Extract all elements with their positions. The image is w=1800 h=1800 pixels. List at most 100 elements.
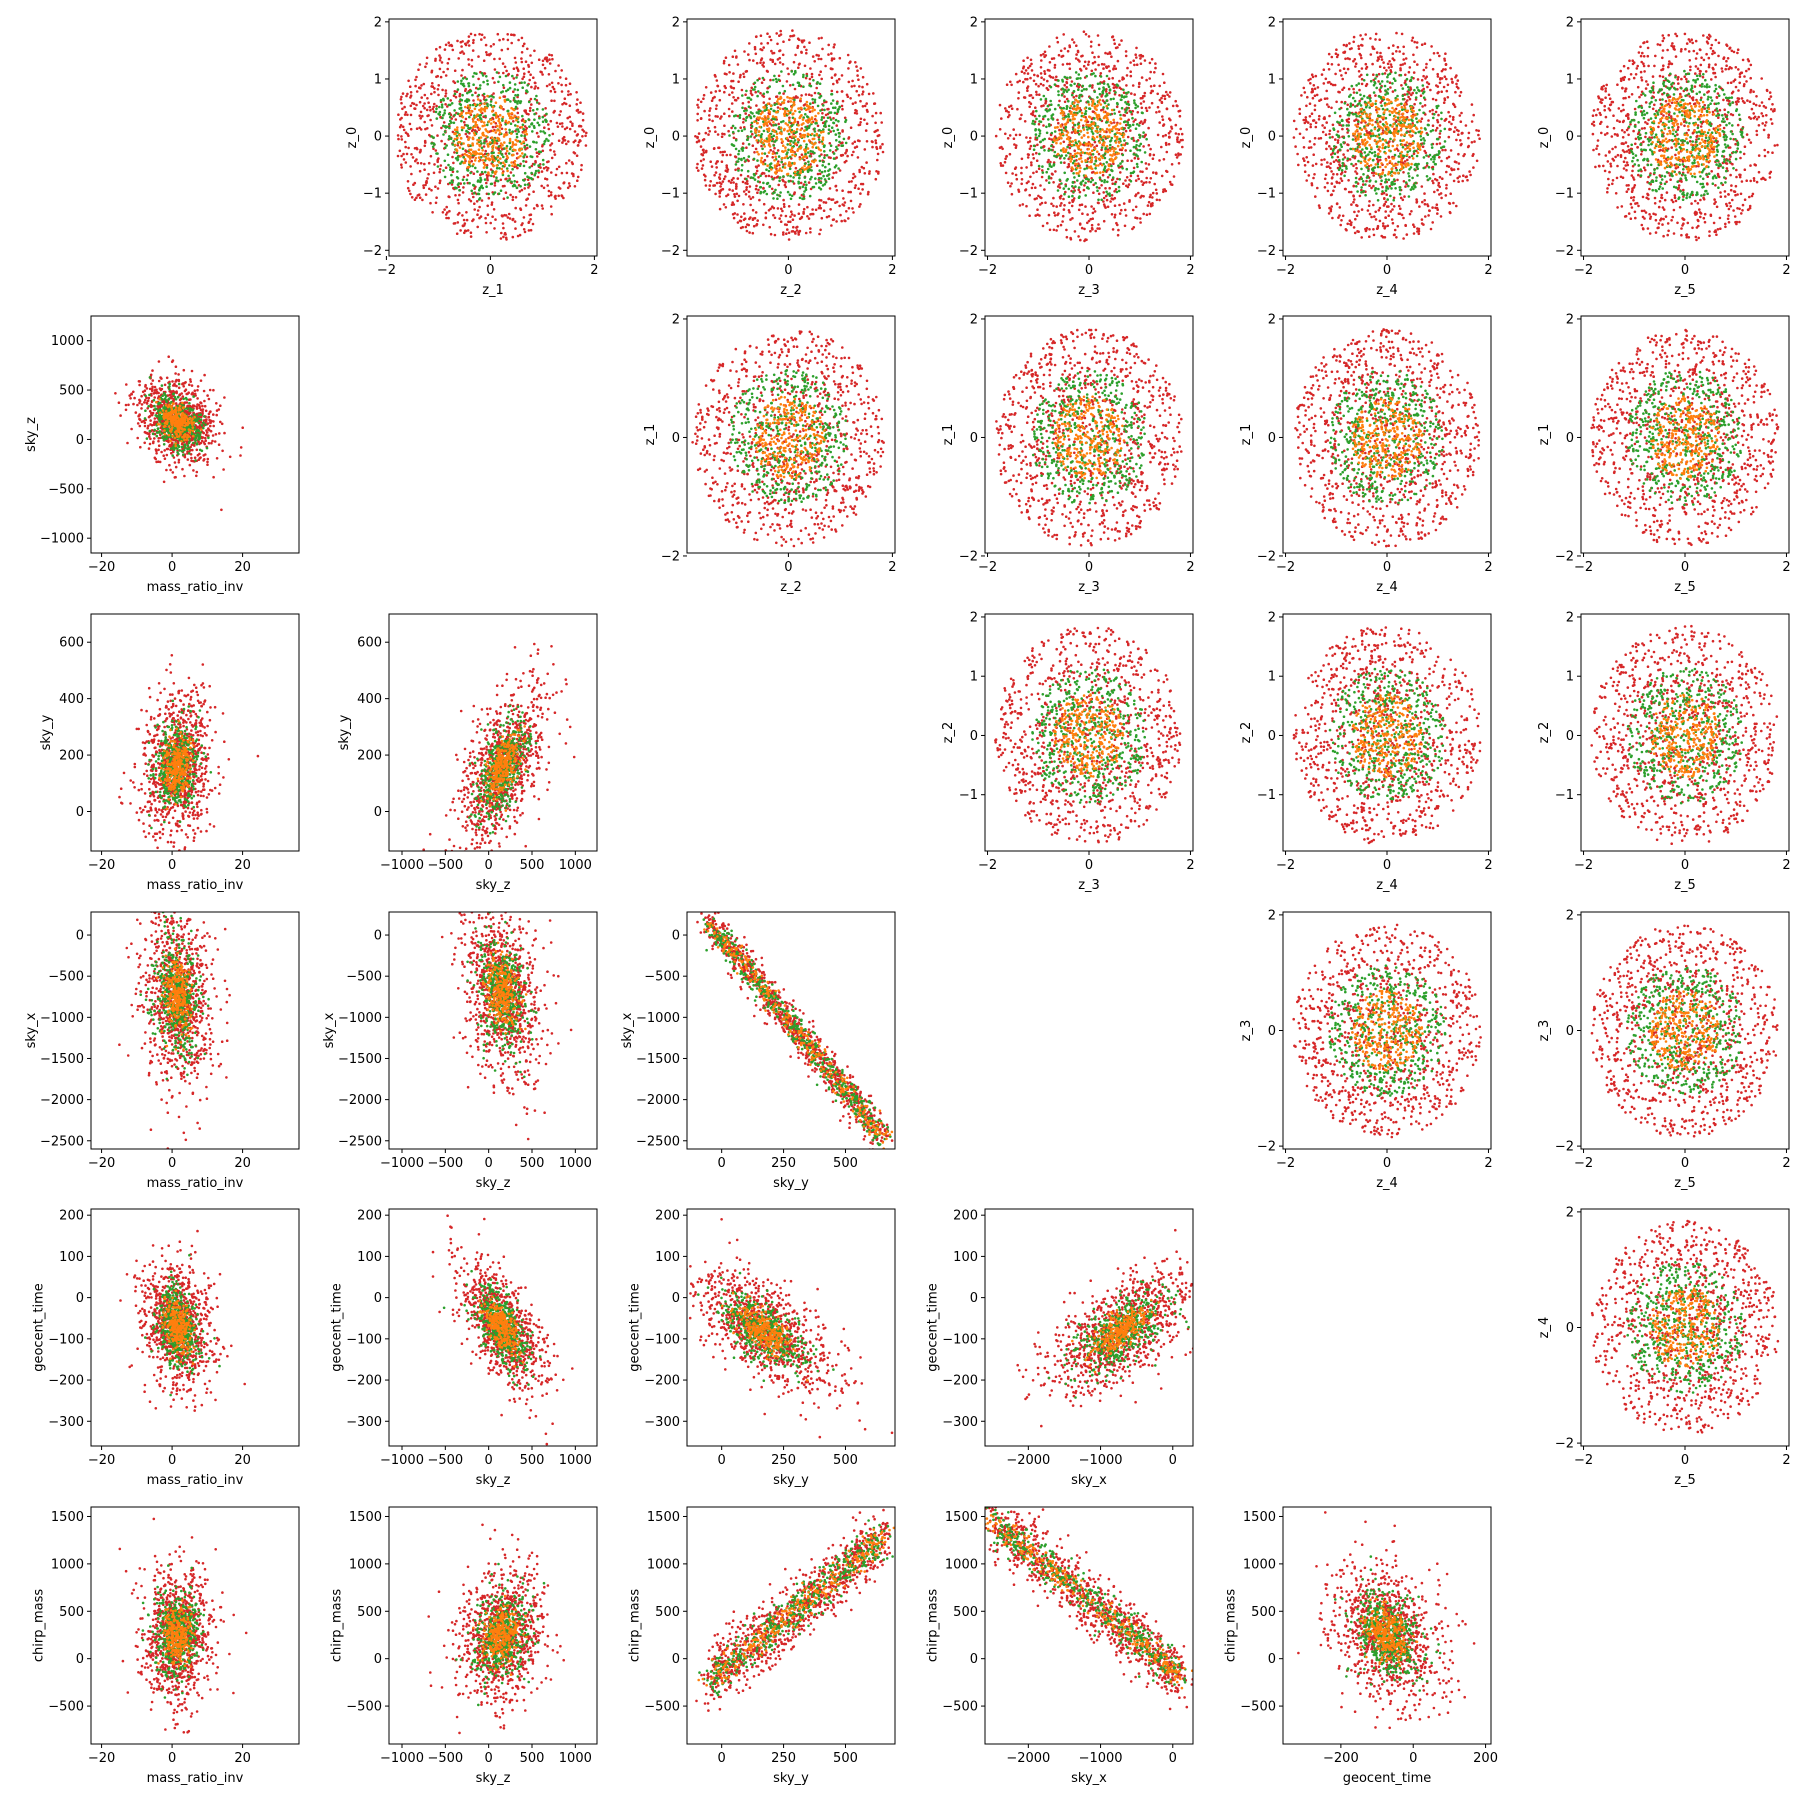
point-red	[1113, 42, 1116, 45]
point-orange	[1093, 137, 1096, 140]
point-orange	[1108, 131, 1112, 134]
y-tick-label: 1	[970, 72, 978, 87]
point-green	[1058, 178, 1062, 182]
point-green	[498, 167, 501, 170]
point-red	[517, 38, 520, 42]
point-orange	[523, 131, 526, 134]
point-green	[1047, 123, 1051, 126]
point-red	[816, 172, 820, 176]
point-green	[820, 170, 824, 174]
point-green	[468, 181, 471, 185]
point-green	[482, 80, 485, 84]
point-red	[547, 123, 550, 126]
point-red	[1063, 100, 1067, 104]
point-green	[754, 134, 758, 137]
point-green	[538, 116, 541, 120]
point-red	[713, 125, 717, 129]
point-red	[531, 222, 535, 226]
point-red	[751, 231, 755, 235]
point-green	[804, 186, 807, 189]
point-red	[769, 148, 772, 152]
point-green	[771, 177, 774, 181]
point-red	[464, 42, 467, 46]
point-red	[714, 107, 718, 111]
point-red	[1131, 208, 1135, 212]
point-orange	[1057, 137, 1060, 140]
point-orange	[785, 155, 789, 158]
point-red	[414, 159, 417, 163]
point-red	[415, 127, 419, 130]
point-orange	[1116, 144, 1120, 148]
point-green	[821, 164, 824, 167]
point-red	[717, 146, 720, 150]
point-red	[695, 166, 699, 170]
point-red	[1026, 156, 1030, 159]
point-orange	[1107, 124, 1111, 127]
point-green	[469, 126, 472, 130]
point-red	[719, 185, 722, 188]
point-red	[871, 145, 874, 149]
point-red	[759, 34, 763, 37]
point-red	[532, 190, 535, 193]
point-green	[830, 126, 834, 129]
point-green	[814, 177, 817, 180]
point-green	[823, 156, 826, 159]
point-red	[1061, 214, 1065, 218]
point-orange	[506, 169, 509, 173]
point-orange	[1120, 127, 1123, 130]
point-green	[734, 139, 738, 142]
point-orange	[794, 135, 797, 138]
point-red	[1004, 109, 1008, 113]
point-red	[1111, 35, 1114, 39]
point-orange	[476, 142, 479, 145]
point-green	[543, 140, 546, 143]
point-green	[464, 99, 467, 103]
point-red	[568, 184, 572, 188]
point-orange	[1082, 115, 1086, 118]
point-green	[471, 93, 474, 97]
point-green	[1037, 164, 1041, 168]
point-orange	[1079, 157, 1083, 160]
x-tick: −2	[978, 256, 997, 278]
point-green	[813, 134, 816, 137]
point-green	[728, 134, 731, 137]
point-red	[781, 53, 785, 57]
point-red	[1103, 205, 1107, 208]
point-red	[803, 45, 806, 49]
point-orange	[771, 152, 775, 156]
point-green	[1077, 83, 1081, 86]
point-red	[762, 172, 766, 175]
point-red	[1083, 184, 1086, 187]
point-green	[504, 159, 507, 162]
point-red	[417, 193, 421, 196]
point-red	[1004, 107, 1007, 110]
point-red	[440, 61, 444, 64]
point-red	[745, 186, 748, 189]
point-green	[808, 154, 812, 158]
point-orange	[1059, 125, 1063, 128]
point-red	[802, 207, 806, 211]
point-red	[469, 231, 473, 234]
point-red	[727, 63, 731, 67]
point-red	[742, 190, 746, 193]
point-green	[829, 118, 833, 121]
point-green	[1094, 159, 1098, 163]
point-red	[848, 61, 851, 65]
point-green	[815, 121, 818, 125]
point-orange	[1072, 154, 1076, 158]
point-red	[541, 63, 545, 67]
point-orange	[800, 106, 803, 110]
point-orange	[499, 146, 503, 149]
point-red	[762, 46, 765, 49]
point-green	[465, 98, 469, 101]
point-orange	[1061, 132, 1065, 136]
point-red	[456, 144, 460, 147]
point-red	[1091, 211, 1095, 215]
point-green	[801, 197, 805, 201]
point-orange	[808, 105, 811, 108]
point-red	[1096, 227, 1099, 230]
point-orange	[779, 126, 783, 129]
point-orange	[1055, 126, 1059, 129]
point-red	[790, 213, 794, 216]
point-orange	[781, 101, 784, 105]
